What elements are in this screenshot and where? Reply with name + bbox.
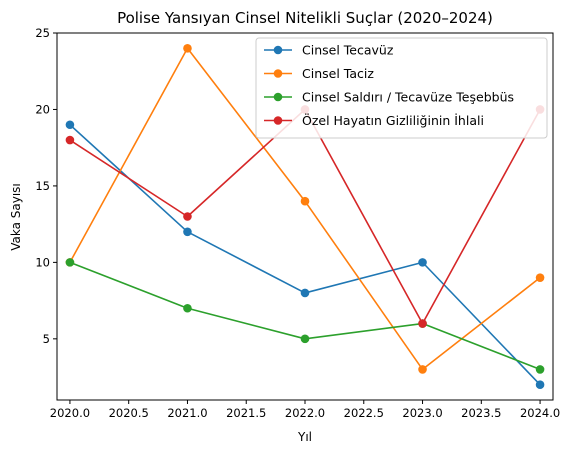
data-point	[65, 135, 75, 145]
legend-entry: Özel Hayatın Gizliliğinin İhlali	[302, 112, 484, 128]
data-point	[418, 365, 427, 374]
data-point	[183, 227, 192, 237]
y-tick-label: 5	[43, 332, 50, 346]
x-tick-label: 2022.0	[285, 406, 325, 420]
legend-swatch-marker	[273, 69, 283, 78]
legend-swatch-marker	[273, 45, 283, 55]
legend-swatch-marker	[273, 116, 283, 125]
data-point	[65, 258, 75, 267]
x-tick-label: 2020.5	[109, 406, 149, 420]
y-axis-label: Vaka Sayısı	[9, 183, 23, 251]
chart-title: Polise Yansıyan Cinsel Nitelikli Suçlar …	[117, 9, 493, 27]
y-tick-label: 25	[35, 26, 50, 40]
legend-box	[255, 37, 548, 139]
data-point	[300, 288, 310, 298]
x-tick-label: 2023.5	[461, 406, 501, 420]
plot-area: 2020.0 2020.5 2021.0 2021.5 2022.0 2022.5 2023…	[35, 26, 560, 420]
y-tick-label: 20	[35, 102, 50, 116]
data-point	[183, 212, 192, 221]
y-tick-label: 10	[35, 255, 50, 269]
x-tick-label: 2023.0	[402, 406, 442, 420]
x-axis-label: Yıl	[297, 430, 312, 444]
x-tick-label: 2024.0	[520, 406, 560, 420]
data-point	[535, 273, 545, 282]
x-tick-label: 2020.0	[50, 406, 90, 420]
series-line-1	[69, 124, 541, 386]
x-tick-label: 2021.5	[226, 406, 266, 420]
data-point	[535, 380, 545, 390]
data-point	[535, 365, 545, 374]
data-point	[418, 258, 427, 267]
legend-entry: Cinsel Saldırı / Tecavüze Teşebbüs	[302, 90, 514, 105]
legend-entry: Cinsel Tecavüz	[302, 43, 394, 58]
series-line-3	[69, 261, 541, 371]
legend-entry: Cinsel Taciz	[302, 66, 374, 81]
data-point	[183, 303, 192, 313]
data-point	[300, 334, 310, 344]
x-tick-label: 2021.0	[167, 406, 207, 420]
legend-swatch-marker	[273, 92, 283, 102]
data-point	[183, 43, 192, 53]
x-tick-label: 2022.5	[344, 406, 384, 420]
data-point	[65, 120, 75, 130]
data-point	[418, 319, 427, 328]
data-point	[300, 196, 310, 206]
y-tick-label: 15	[35, 179, 50, 193]
